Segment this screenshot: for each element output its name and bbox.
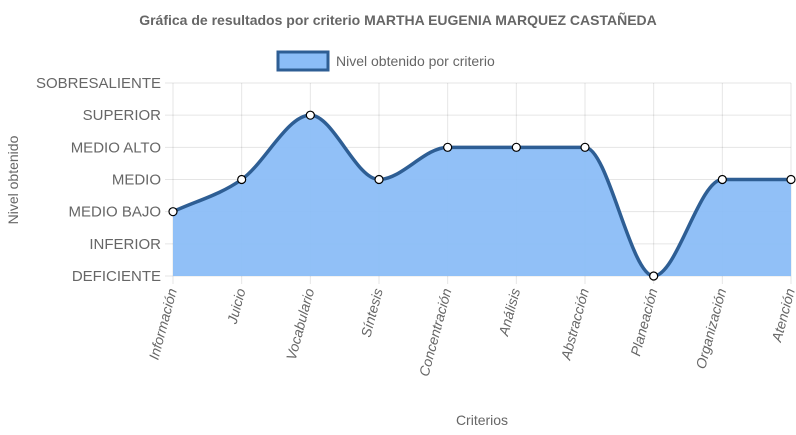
x-tick-label: Planeación [627,286,660,357]
y-tick-label: SOBRESALIENTE [36,75,161,92]
y-tick-label: MEDIO [112,172,161,189]
y-tick-label: DEFICIENTE [72,268,161,285]
y-axis-ticks: DEFICIENTE INFERIOR MEDIO BAJO MEDIO MEDIO A… [36,75,161,285]
legend[interactable]: Nivel obtenido por criterio [276,50,495,72]
series-area [173,115,791,276]
x-tick-label: Organización [692,286,729,370]
data-point[interactable] [649,271,659,281]
x-tick-label: Vocabulario [283,286,318,361]
data-point[interactable] [717,174,727,185]
data-point[interactable] [374,174,384,185]
data-point[interactable] [786,174,796,185]
data-point[interactable] [237,174,247,185]
x-tick-label: Concentración [416,286,455,378]
x-axis-title: Criterios [456,412,508,428]
legend-label: Nivel obtenido por criterio [336,53,495,69]
data-point[interactable] [443,142,453,152]
y-tick-label: MEDIO BAJO [68,204,161,221]
x-tick-label: Información [146,286,180,361]
y-tick-label: MEDIO ALTO [71,139,161,156]
x-tick-label: Juicio [224,286,249,326]
legend-swatch [276,50,330,72]
plot-area [172,113,791,278]
y-tick-label: INFERIOR [89,236,161,253]
y-axis-title: Nivel obtenido [5,135,21,224]
x-tick-label: Atención [768,286,796,344]
chart-title: Gráfica de resultados por criterio MARTH… [139,11,657,28]
data-point[interactable] [305,110,315,120]
y-tick-label: SUPERIOR [83,107,162,124]
data-points [168,110,796,281]
x-tick-label: Síntesis [358,287,386,339]
x-tick-label: Análisis [495,287,523,339]
data-point[interactable] [580,142,590,152]
x-axis-ticks: Información Juicio Vocabulario Síntesis Conc… [146,286,796,378]
x-tick-label: Abstracción [557,286,592,362]
data-point[interactable] [511,142,521,152]
series-line [172,113,791,278]
data-point[interactable] [168,207,178,217]
